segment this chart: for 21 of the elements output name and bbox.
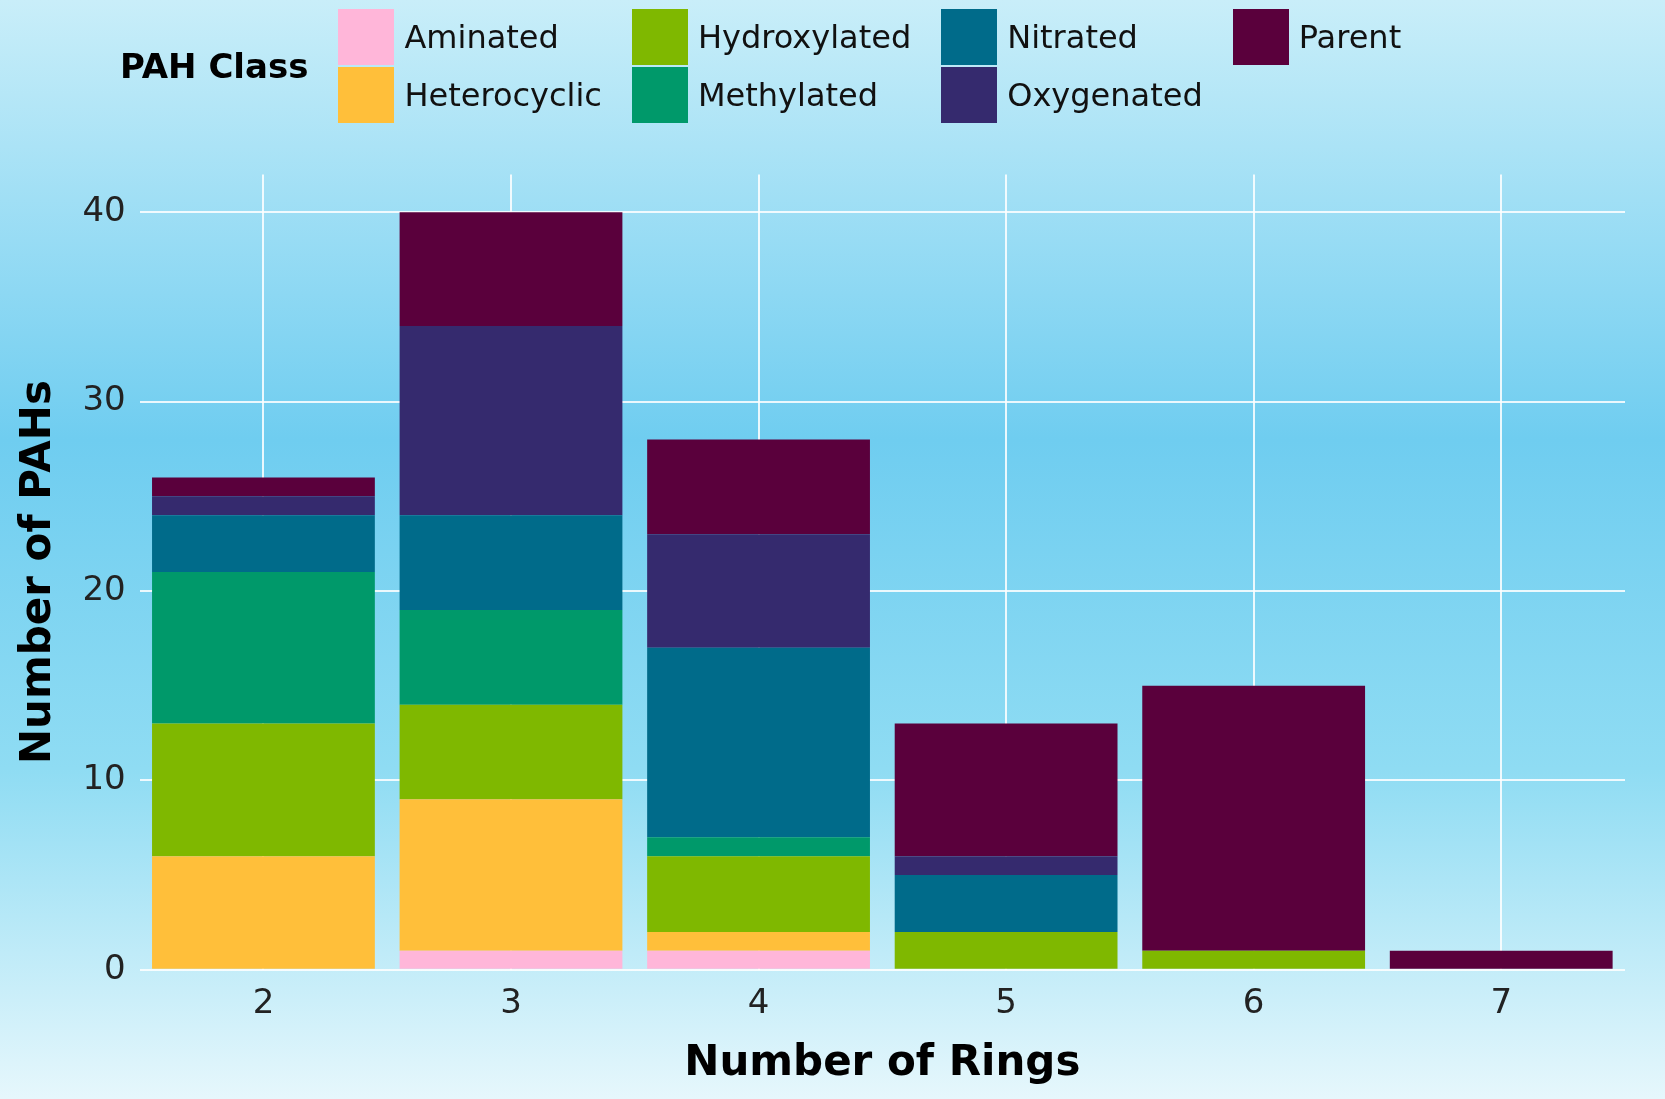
x-tick-label: 4: [747, 981, 770, 1022]
y-tick-label: 30: [82, 378, 126, 419]
x-tick-label: 7: [1490, 981, 1513, 1022]
legend-label: Heterocyclic: [404, 76, 602, 114]
y-tick-label: 20: [82, 567, 126, 608]
y-tick-label: 10: [82, 757, 126, 798]
y-axis-title: Number of PAHs: [11, 380, 61, 765]
legend-label: Aminated: [404, 18, 559, 56]
legend-title: PAH Class: [120, 46, 309, 86]
legend-label: Methylated: [697, 76, 879, 114]
x-tick-label: 5: [995, 981, 1017, 1022]
x-tick-label: 3: [500, 981, 522, 1022]
legend-label: Hydroxylated: [697, 18, 912, 56]
legend-label: Nitrated: [1007, 18, 1138, 56]
x-tick-label: 2: [252, 981, 275, 1022]
legend-label: Parent: [1298, 18, 1402, 56]
legend-label: Oxygenated: [1007, 76, 1203, 114]
x-tick-label: 6: [1242, 981, 1265, 1022]
y-tick-label: 40: [82, 189, 126, 230]
x-axis-title: Number of Rings: [684, 1035, 1081, 1085]
y-tick-label: 0: [104, 946, 126, 987]
